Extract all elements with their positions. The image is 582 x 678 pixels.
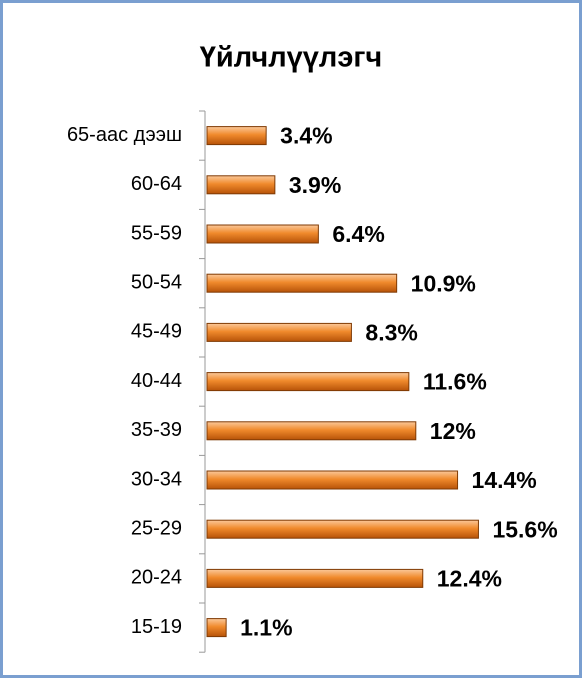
y-tick-label: 65-аас дээш [67, 124, 182, 146]
bar [206, 372, 410, 392]
y-tick-label: 60-64 [131, 173, 182, 195]
data-label: 12% [430, 418, 476, 444]
data-label: 14.4% [472, 467, 537, 493]
chart-title: Үйлчлүүлэгч [200, 42, 383, 74]
data-label: 3.9% [289, 172, 341, 198]
data-label: 8.3% [365, 319, 417, 345]
data-label: 15.6% [492, 516, 557, 542]
y-tick-label: 45-49 [131, 321, 182, 343]
bar [206, 175, 276, 195]
bar [206, 126, 267, 146]
data-label: 1.1% [240, 615, 292, 641]
bar [206, 273, 398, 293]
bar [206, 322, 352, 342]
y-tick-label: 30-34 [131, 468, 182, 490]
data-label: 12.4% [437, 565, 502, 591]
data-label: 6.4% [332, 221, 384, 247]
bar [206, 421, 417, 441]
bar [206, 568, 424, 588]
data-label: 3.4% [280, 123, 332, 149]
y-tick-label: 55-59 [131, 222, 182, 244]
y-tick-label: 25-29 [131, 517, 182, 539]
bar [206, 519, 479, 539]
y-tick-label: 50-54 [131, 271, 182, 293]
bar [206, 224, 319, 244]
data-label: 10.9% [411, 270, 476, 296]
bar [206, 470, 459, 490]
y-tick-label: 40-44 [131, 370, 182, 392]
bar [206, 618, 227, 638]
data-label: 11.6% [423, 369, 487, 395]
y-tick-label: 20-24 [131, 567, 182, 589]
y-tick-label: 35-39 [131, 419, 182, 441]
y-tick-label: 15-19 [131, 616, 182, 638]
